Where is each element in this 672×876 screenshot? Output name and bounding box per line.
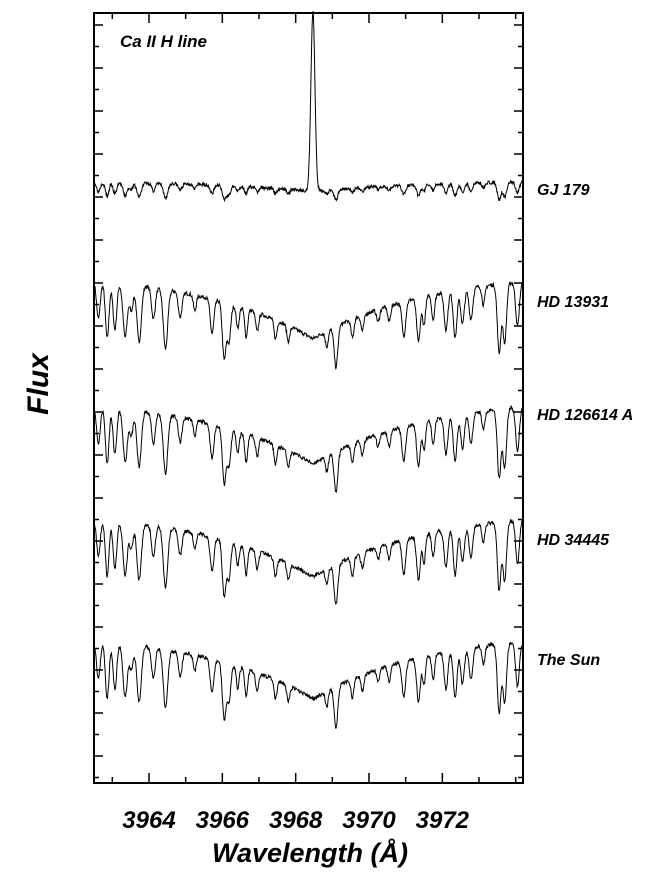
spectrum-line <box>94 10 523 203</box>
series-label: The Sun <box>537 652 600 669</box>
spectrum-line <box>94 641 523 729</box>
line-annotation: Ca II H line <box>120 32 207 51</box>
series-label: HD 34445 <box>537 532 610 549</box>
spectrum-line <box>94 281 523 371</box>
series-label: GJ 179 <box>537 182 590 199</box>
y-axis-label: Flux <box>22 352 55 415</box>
x-tick-label: 3966 <box>196 807 250 834</box>
series-label: HD 13931 <box>537 294 609 311</box>
series-labels: GJ 179 HD 13931 HD 126614 A HD 34445 The Sun <box>537 182 633 669</box>
x-tick-label: 3970 <box>342 807 396 834</box>
x-axis-label: Wavelength (Å) <box>212 837 408 868</box>
x-tick-label: 3968 <box>269 807 323 834</box>
axis-ticks <box>94 13 523 783</box>
series-label: HD 126614 A <box>537 407 633 424</box>
x-tick-label: 3972 <box>416 807 470 834</box>
plot-frame <box>93 12 524 784</box>
x-tick-label: 3964 <box>122 807 175 834</box>
x-tick-labels: 3964 3966 3968 3970 3972 <box>122 807 469 834</box>
spectrum-line <box>94 405 523 493</box>
spectra-series <box>94 10 523 729</box>
spectrum-line <box>94 519 523 606</box>
